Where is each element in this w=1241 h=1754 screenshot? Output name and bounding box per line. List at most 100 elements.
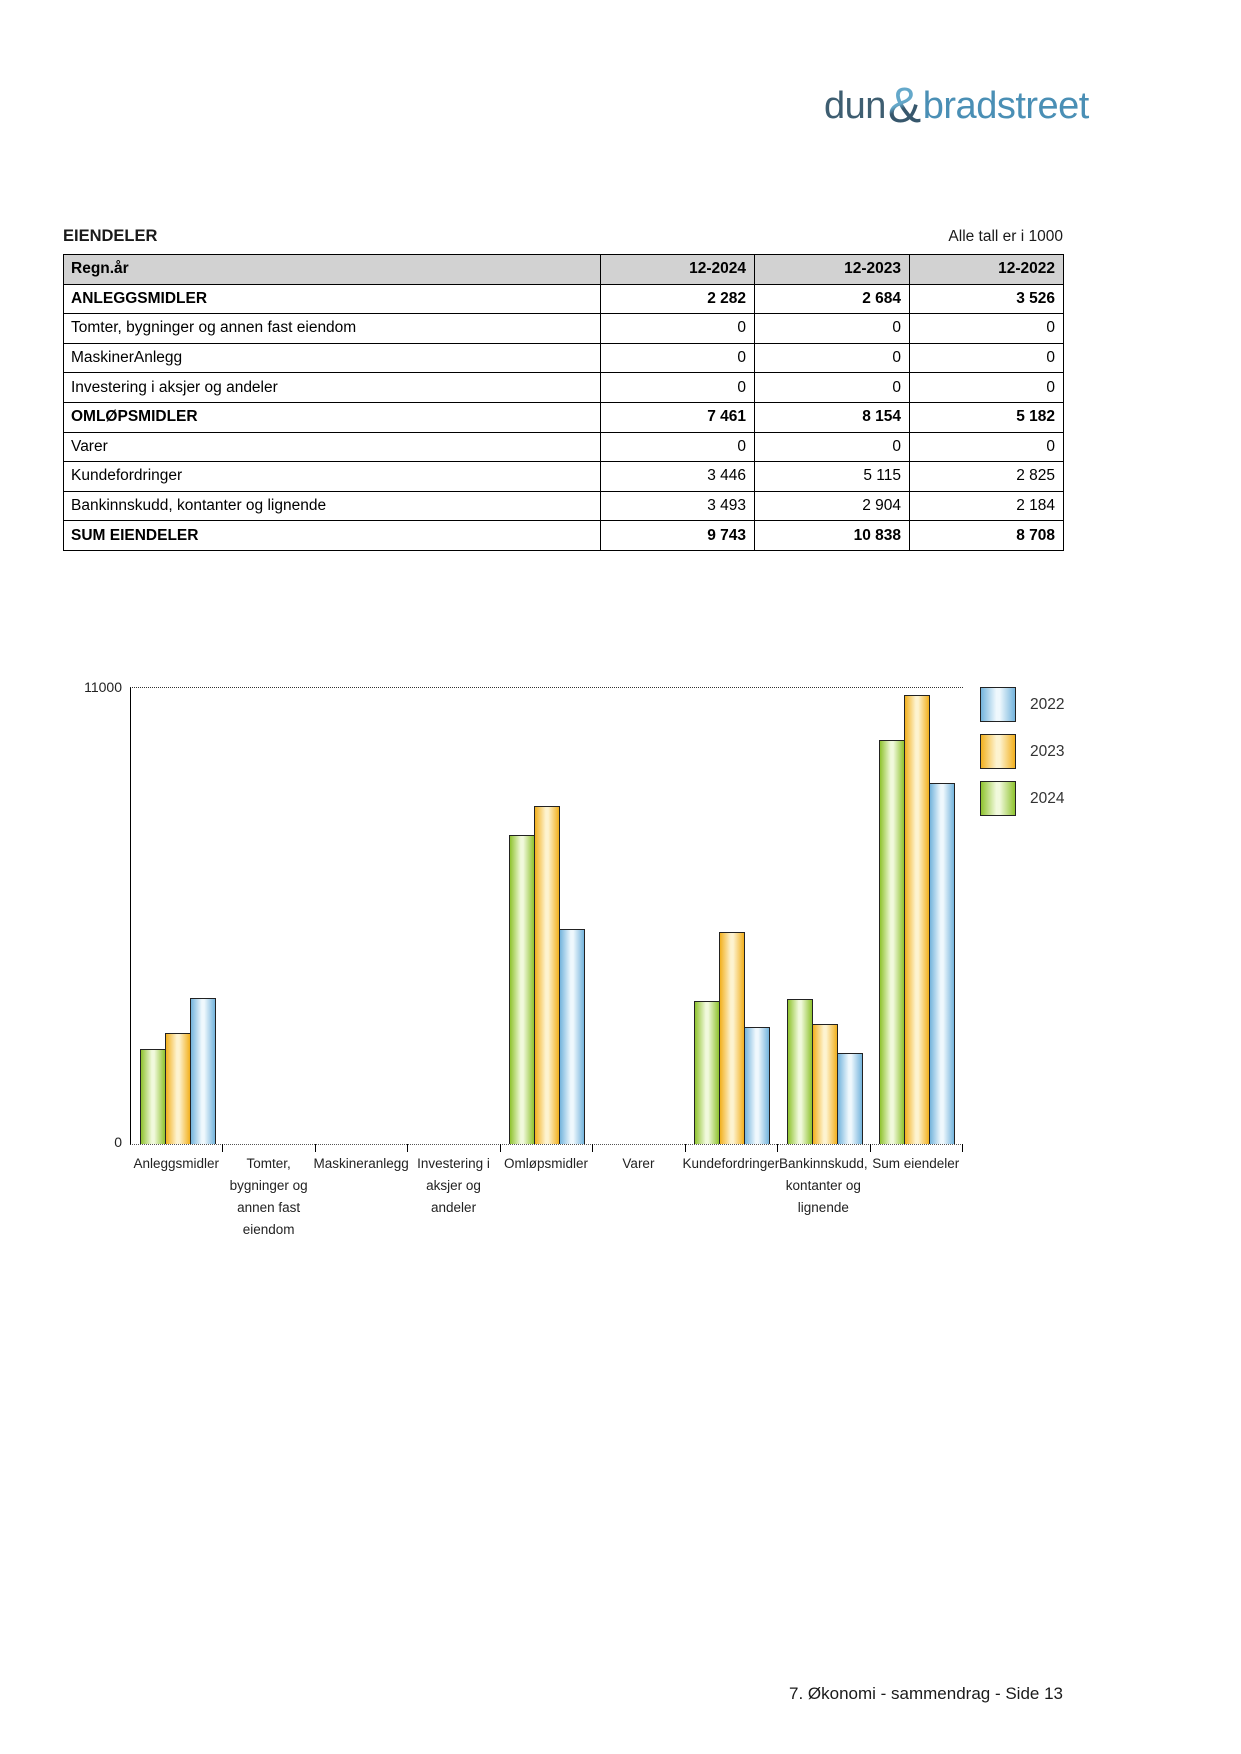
table-cell-value: 0: [754, 431, 910, 463]
x-axis-label-line: Bankinnskudd,: [779, 1156, 868, 1171]
x-axis-label-line: aksjer og: [426, 1178, 481, 1193]
x-axis-label-line: lignende: [797, 1200, 849, 1215]
x-axis-label: Kundefordringer: [682, 1153, 779, 1175]
legend-label: 2022: [1030, 695, 1065, 713]
x-axis-tick: [869, 1144, 871, 1152]
table-header-year: 12-2024: [600, 254, 755, 285]
x-axis-tick: [222, 1144, 224, 1152]
bar-group: [686, 688, 778, 1144]
bar-2022: [189, 997, 216, 1144]
table-row: Bankinnskudd, kontanter og lignende 3 493…: [63, 490, 1064, 522]
table-cell-value: 3 526: [909, 283, 1064, 315]
bar-group: [223, 688, 315, 1144]
table-cell-value: 7 461: [600, 401, 755, 433]
x-axis-label-line: eiendom: [242, 1222, 295, 1237]
table-cell-value: 0: [600, 313, 755, 344]
bar-group: [593, 688, 685, 1144]
table-cell-value: 5 115: [754, 461, 910, 492]
table-cell-value: 0: [909, 313, 1064, 344]
page-footer: 7. Økonomi - sammendrag - Side 13: [788, 1684, 1063, 1703]
x-axis-label-line: Omløpsmidler: [503, 1156, 589, 1171]
x-axis-label: Sum eiendeler: [872, 1153, 959, 1175]
table-cell-value: 0: [909, 431, 1064, 463]
bar-2024: [786, 999, 813, 1144]
bar-group: [871, 688, 963, 1144]
x-axis-label: Anleggsmidler: [133, 1153, 219, 1175]
bar-2022: [929, 783, 956, 1144]
units-note: Alle tall er i 1000: [948, 228, 1063, 245]
bar-chart-plot-area: [130, 687, 963, 1152]
x-axis-tick: [684, 1144, 686, 1152]
x-axis-tick: [962, 1144, 963, 1152]
table-header-row: Regn.år 12-2024 12-2023 12-2022: [63, 254, 1064, 285]
table-cell-value: 3 446: [600, 461, 755, 492]
bar-2022: [836, 1053, 863, 1144]
legend-item: 2023: [980, 734, 1064, 769]
x-axis-tick: [499, 1144, 501, 1152]
table-cell-label: ANLEGGSMIDLER: [63, 283, 601, 315]
section-title: EIENDELER: [63, 227, 158, 245]
legend-label: 2023: [1030, 742, 1065, 760]
bar-2023: [534, 805, 561, 1144]
x-axis-label: Varer: [622, 1153, 654, 1175]
table-cell-label: MaskinerAnlegg: [63, 342, 601, 374]
x-axis-label-line: Investering i: [417, 1156, 490, 1171]
table-row: Investering i aksjer og andeler 0 0 0: [63, 372, 1064, 403]
bar-2024: [879, 740, 906, 1144]
x-axis-label-line: Anleggsmidler: [133, 1156, 219, 1171]
table-cell-value: 0: [754, 313, 910, 344]
x-axis-label-line: kontanter og: [785, 1178, 861, 1193]
x-axis-tick: [777, 1144, 779, 1152]
x-axis-label: Investering i aksjer og andeler: [417, 1153, 490, 1219]
x-axis-tick: [407, 1144, 409, 1152]
table-cell-label: Kundefordringer: [63, 461, 601, 492]
table-cell-value: 2 282: [600, 283, 755, 315]
table-cell-label: Varer: [63, 431, 601, 463]
legend-swatch-2024: [980, 781, 1016, 816]
table-cell-value: 2 684: [754, 283, 910, 315]
table-header-year: 12-2022: [909, 254, 1064, 285]
table-header-label: Regn.år: [63, 254, 601, 285]
x-axis-label-line: andeler: [431, 1200, 477, 1215]
legend-swatch-2022: [980, 687, 1016, 722]
table-cell-label: Investering i aksjer og andeler: [63, 372, 601, 403]
x-axis-label-line: Maskineranlegg: [313, 1156, 409, 1171]
table-cell-label: Bankinnskudd, kontanter og lignende: [63, 490, 601, 522]
table-row: Tomter, bygninger og annen fast eiendom 0…: [63, 313, 1064, 344]
x-axis-label-line: Sum eiendeler: [872, 1156, 960, 1171]
table-cell-value: 5 182: [909, 401, 1064, 433]
table-cell-value: 0: [909, 342, 1064, 374]
x-axis-label: Omløpsmidler: [504, 1153, 588, 1175]
table-header-year: 12-2023: [754, 254, 910, 285]
bar-2022: [744, 1026, 771, 1144]
table-row: ANLEGGSMIDLER 2 282 2 684 3 526: [63, 283, 1064, 315]
bar-2024: [694, 1001, 721, 1144]
table-cell-label: Tomter, bygninger og annen fast eiendom: [63, 313, 601, 344]
chart-legend: 2022 2023 2024: [980, 687, 1064, 816]
table-cell-value: 10 838: [754, 520, 910, 551]
table-cell-value: 0: [600, 342, 755, 374]
bar-group: [501, 688, 593, 1144]
y-axis-tick-max: 11000: [84, 679, 122, 695]
table-row: SUM EIENDELER 9 743 10 838 8 708: [63, 520, 1064, 551]
table-row: Varer 0 0 0: [63, 431, 1064, 463]
x-axis-label: Tomter, bygninger og annen fast eiendom: [230, 1153, 308, 1241]
x-axis-label-line: Tomter,: [246, 1156, 291, 1171]
bar-2023: [811, 1023, 838, 1144]
x-axis-label-line: annen fast: [237, 1200, 301, 1215]
table-cell-label: SUM EIENDELER: [63, 520, 601, 551]
bar-2024: [139, 1049, 166, 1144]
table-cell-value: 3 493: [600, 490, 755, 522]
x-axis-label: Maskineranlegg: [313, 1153, 408, 1175]
x-axis-label: Bankinnskudd, kontanter og lignende: [779, 1153, 868, 1219]
table-cell-value: 8 708: [909, 520, 1064, 551]
table-row: MaskinerAnlegg 0 0 0: [63, 342, 1064, 374]
table-cell-value: 2 825: [909, 461, 1064, 492]
table-cell-value: 9 743: [600, 520, 755, 551]
bar-group: [778, 688, 870, 1144]
table-cell-label: OMLØPSMIDLER: [63, 401, 601, 433]
x-axis-label-line: bygninger og: [229, 1178, 308, 1193]
x-axis-tick: [314, 1144, 316, 1152]
bar-2024: [509, 834, 536, 1144]
